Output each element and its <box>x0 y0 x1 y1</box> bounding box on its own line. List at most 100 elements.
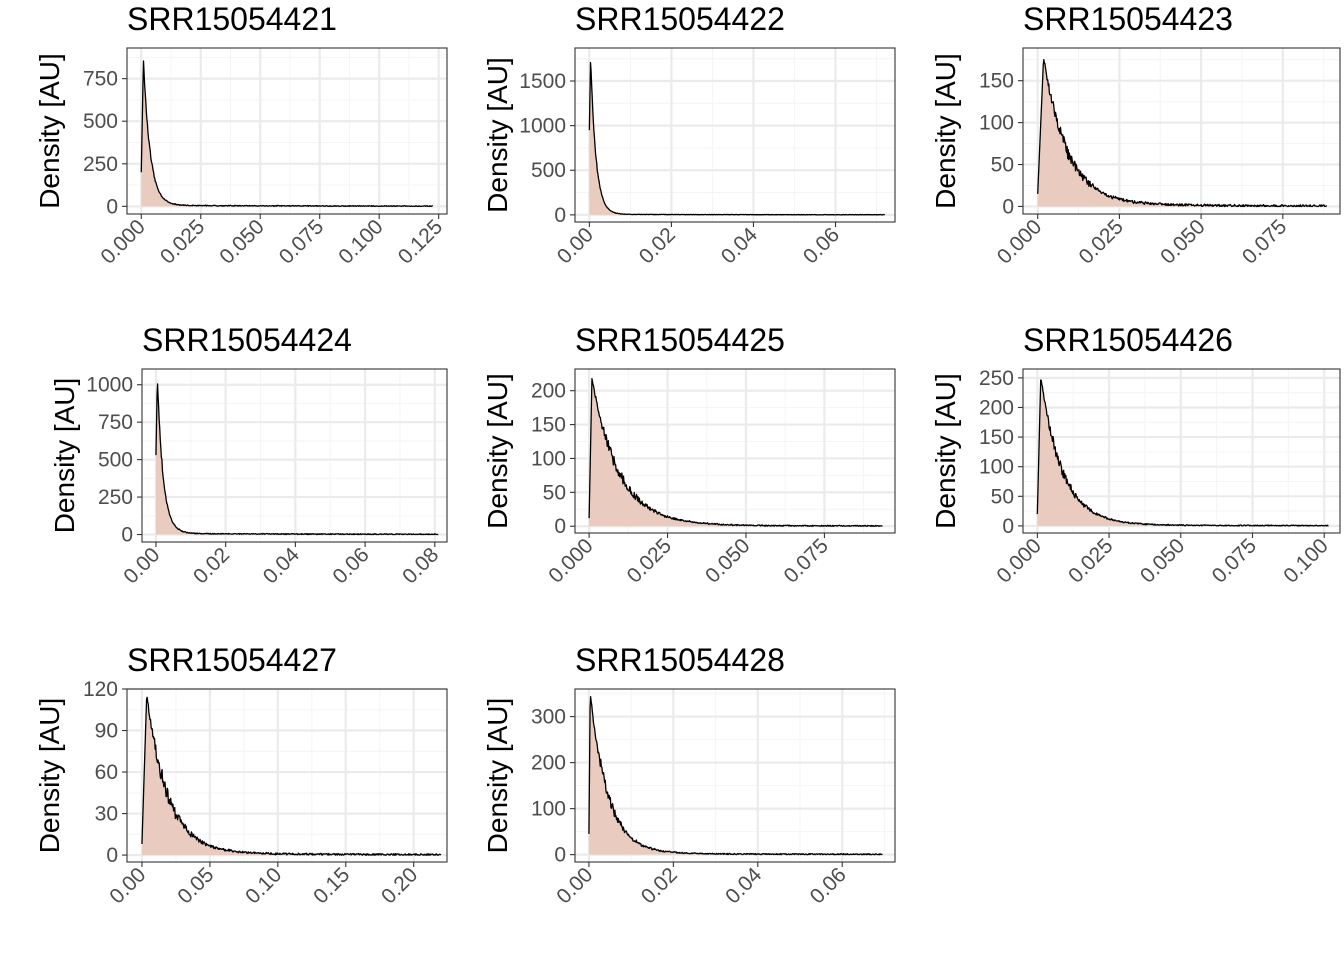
y-tick-label: 1500 <box>519 70 566 93</box>
x-tick-label: 0.100 <box>1279 534 1332 587</box>
x-tick-label: 0.06 <box>328 543 373 588</box>
density-area <box>1037 59 1327 207</box>
x-tick-label: 0.04 <box>721 863 766 908</box>
y-tick-label: 50 <box>543 481 566 504</box>
x-tick-label: 0.20 <box>377 863 422 908</box>
y-tick-label: 0 <box>554 515 566 538</box>
y-tick-label: 0 <box>554 204 566 227</box>
panel-border <box>574 368 896 534</box>
y-tick-label: 100 <box>979 112 1014 135</box>
x-tick-label: 0.075 <box>1238 215 1291 268</box>
x-tick-label: 0.075 <box>1208 534 1261 587</box>
density-line <box>1036 379 1329 527</box>
y-tick-label: 0 <box>1002 195 1014 218</box>
facet-panel: 0 250 500 750 1000 0.00 0.02 0.04 0.06 0.08 SRR150… <box>49 322 448 588</box>
y-tick-label: 750 <box>98 411 133 434</box>
x-tick-label: 0.06 <box>806 863 851 908</box>
x-tick-label: 0.000 <box>992 534 1045 587</box>
y-tick-label: 60 <box>95 761 118 784</box>
density-line <box>140 60 434 207</box>
y-axis-title: Density [AU] <box>482 57 513 213</box>
x-tick-label: 0.00 <box>553 223 598 268</box>
y-tick-label: 0 <box>106 844 118 867</box>
x-tick-label: 0.000 <box>544 534 597 587</box>
facet-panel: 0 250 500 750 0.000 0.025 0.050 0.075 0.100 0.125… <box>34 1 448 269</box>
panel-title: SRR15054425 <box>575 322 785 358</box>
facet-panel: 0 500 1000 1500 0.00 0.02 0.04 0.06 SRR15054422 D… <box>482 1 896 268</box>
y-tick-label: 1000 <box>86 374 133 397</box>
y-tick-label: 500 <box>83 110 118 133</box>
panel-border <box>141 368 448 543</box>
y-tick-label: 150 <box>979 70 1014 93</box>
x-tick-label: 0.050 <box>701 534 754 587</box>
x-tick-label: 0.00 <box>105 863 150 908</box>
density-line <box>588 61 885 216</box>
x-tick-label: 0.025 <box>623 534 676 587</box>
y-tick-label: 100 <box>531 447 566 470</box>
x-tick-label: 0.050 <box>1136 534 1189 587</box>
y-axis-title: Density [AU] <box>482 373 513 529</box>
panel-title: SRR15054422 <box>575 1 785 37</box>
panel-title: SRR15054426 <box>1023 322 1233 358</box>
x-tick-label: 0.08 <box>398 543 443 588</box>
panel-border <box>574 688 896 863</box>
y-tick-label: 300 <box>531 706 566 729</box>
panel-border <box>1022 368 1341 534</box>
panel-title: SRR15054421 <box>127 1 337 37</box>
y-axis-title: Density [AU] <box>49 378 80 534</box>
y-tick-label: 0 <box>554 844 566 867</box>
density-line <box>1037 58 1328 208</box>
y-tick-label: 150 <box>531 414 566 437</box>
x-tick-label: 0.04 <box>259 543 304 588</box>
x-tick-label: 0.000 <box>96 215 149 268</box>
x-tick-label: 0.075 <box>780 534 833 587</box>
y-tick-label: 0 <box>1002 515 1014 538</box>
x-tick-label: 0.000 <box>993 215 1046 268</box>
density-area <box>588 696 883 855</box>
y-axis-title: Density [AU] <box>930 373 961 529</box>
x-tick-label: 0.15 <box>309 863 354 908</box>
x-tick-label: 0.06 <box>799 223 844 268</box>
y-axis-title: Density [AU] <box>930 53 961 209</box>
x-tick-label: 0.02 <box>637 863 682 908</box>
x-tick-label: 0.10 <box>241 863 286 908</box>
x-tick-label: 0.02 <box>635 223 680 268</box>
x-tick-label: 0.04 <box>717 223 762 268</box>
y-tick-label: 50 <box>991 154 1014 177</box>
y-tick-label: 0 <box>121 524 133 547</box>
x-tick-label: 0.00 <box>119 543 164 588</box>
x-tick-label: 0.025 <box>1064 534 1117 587</box>
y-tick-label: 100 <box>531 798 566 821</box>
y-tick-label: 500 <box>531 159 566 182</box>
panel-title: SRR15054427 <box>127 642 337 678</box>
panel-title: SRR15054424 <box>142 322 352 358</box>
facet-panel: 0 50 100 150 200 0.000 0.025 0.050 0.075 SRR15054… <box>482 322 896 588</box>
x-tick-label: 0.050 <box>1156 215 1209 268</box>
x-tick-label: 0.125 <box>394 215 447 268</box>
y-tick-label: 500 <box>98 449 133 472</box>
y-tick-label: 100 <box>979 456 1014 479</box>
panel-border <box>126 688 448 863</box>
y-tick-label: 150 <box>979 426 1014 449</box>
panel-title: SRR15054428 <box>575 642 785 678</box>
x-tick-label: 0.00 <box>552 863 597 908</box>
y-tick-label: 750 <box>83 68 118 91</box>
y-tick-label: 90 <box>95 720 118 743</box>
panel-border <box>1022 47 1341 215</box>
y-tick-label: 200 <box>531 380 566 403</box>
y-axis-title: Density [AU] <box>34 698 65 854</box>
y-tick-label: 200 <box>531 752 566 775</box>
x-tick-label: 0.100 <box>334 215 387 268</box>
density-line <box>588 695 883 856</box>
y-tick-label: 250 <box>979 367 1014 390</box>
panel-background <box>127 48 447 214</box>
x-tick-label: 0.025 <box>1075 215 1128 268</box>
y-tick-label: 200 <box>979 396 1014 419</box>
y-tick-label: 250 <box>83 153 118 176</box>
facet-panel: 0 30 60 90 120 0.00 0.05 0.10 0.15 0.20 SRR1505442… <box>34 642 448 908</box>
y-tick-label: 50 <box>991 485 1014 508</box>
y-tick-label: 120 <box>83 678 118 701</box>
x-tick-label: 0.02 <box>189 543 234 588</box>
y-tick-label: 1000 <box>519 115 566 138</box>
